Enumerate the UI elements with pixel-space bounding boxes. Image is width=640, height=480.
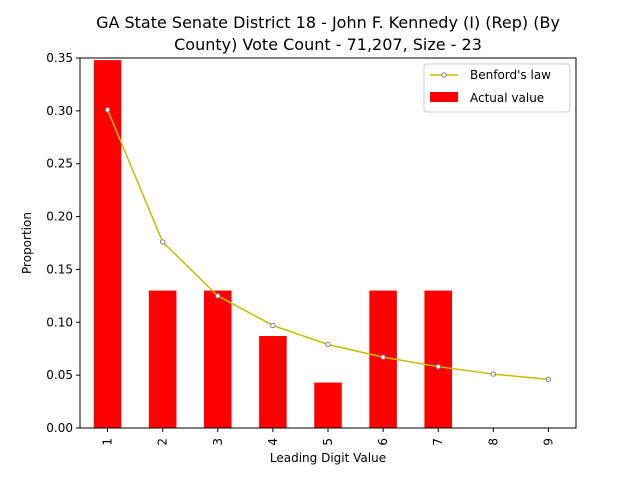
benford-point-6 bbox=[380, 354, 386, 360]
x-tick-label-3: 3 bbox=[211, 438, 225, 446]
plot-area: 0.00 0.05 0.10 0.15 0.20 0.25 0.30 0.35 1 2 3 4 5 6 7 8… bbox=[46, 51, 555, 446]
legend-marker-swatch bbox=[441, 72, 447, 78]
x-tick-label-2: 2 bbox=[156, 438, 170, 446]
x-tick-label-9: 9 bbox=[541, 438, 555, 446]
bar-digit-1 bbox=[93, 60, 122, 428]
bar-digit-5 bbox=[314, 382, 342, 428]
bar-digit-4 bbox=[259, 336, 287, 428]
legend-box bbox=[423, 63, 571, 113]
benford-point-8 bbox=[490, 371, 497, 377]
benford-point-7 bbox=[435, 363, 441, 370]
y-tick-label-2: 0.10 bbox=[46, 315, 73, 329]
benford-point-4 bbox=[270, 322, 276, 329]
x-tick-label-8: 8 bbox=[486, 438, 500, 446]
x-tick-label-7: 7 bbox=[431, 438, 445, 446]
legend: Benford's law Actual value bbox=[423, 63, 571, 113]
y-tick-label-6: 0.30 bbox=[46, 104, 73, 118]
y-tick-label-1: 0.05 bbox=[46, 368, 73, 382]
plot-frame bbox=[79, 57, 577, 429]
benford-point-9 bbox=[545, 376, 552, 383]
y-tick-label-4: 0.20 bbox=[46, 210, 73, 224]
y-tick-label-0: 0.00 bbox=[46, 421, 73, 435]
chart-title-line-2: County) Vote Count - 71,207, Size - 23 bbox=[174, 35, 482, 54]
x-tick-label-5: 5 bbox=[321, 438, 335, 446]
x-tick-label-1: 1 bbox=[101, 438, 115, 446]
bar-digit-2 bbox=[148, 290, 177, 428]
benford-point-5 bbox=[325, 341, 331, 348]
chart-title-line-1: GA State Senate District 18 - John F. Ke… bbox=[96, 13, 560, 32]
y-tick-label-5: 0.25 bbox=[46, 157, 73, 171]
legend-bar-swatch bbox=[430, 92, 458, 102]
y-axis-label: Proportion bbox=[20, 212, 34, 274]
legend-label-actual: Actual value bbox=[470, 91, 544, 105]
benford-point-3 bbox=[215, 293, 221, 299]
legend-label-benford: Benford's law bbox=[470, 68, 551, 82]
bar-digit-3 bbox=[204, 290, 232, 428]
x-tick-label-6: 6 bbox=[376, 438, 390, 446]
benford-point-2 bbox=[159, 239, 166, 245]
y-tick-label-3: 0.15 bbox=[46, 262, 73, 276]
x-tick-label-4: 4 bbox=[266, 438, 280, 446]
x-axis-label: Leading Digit Value bbox=[270, 451, 386, 465]
y-tick-label-7: 0.35 bbox=[46, 51, 73, 65]
benford-point-1 bbox=[104, 107, 111, 113]
bar-digit-7 bbox=[424, 290, 452, 428]
